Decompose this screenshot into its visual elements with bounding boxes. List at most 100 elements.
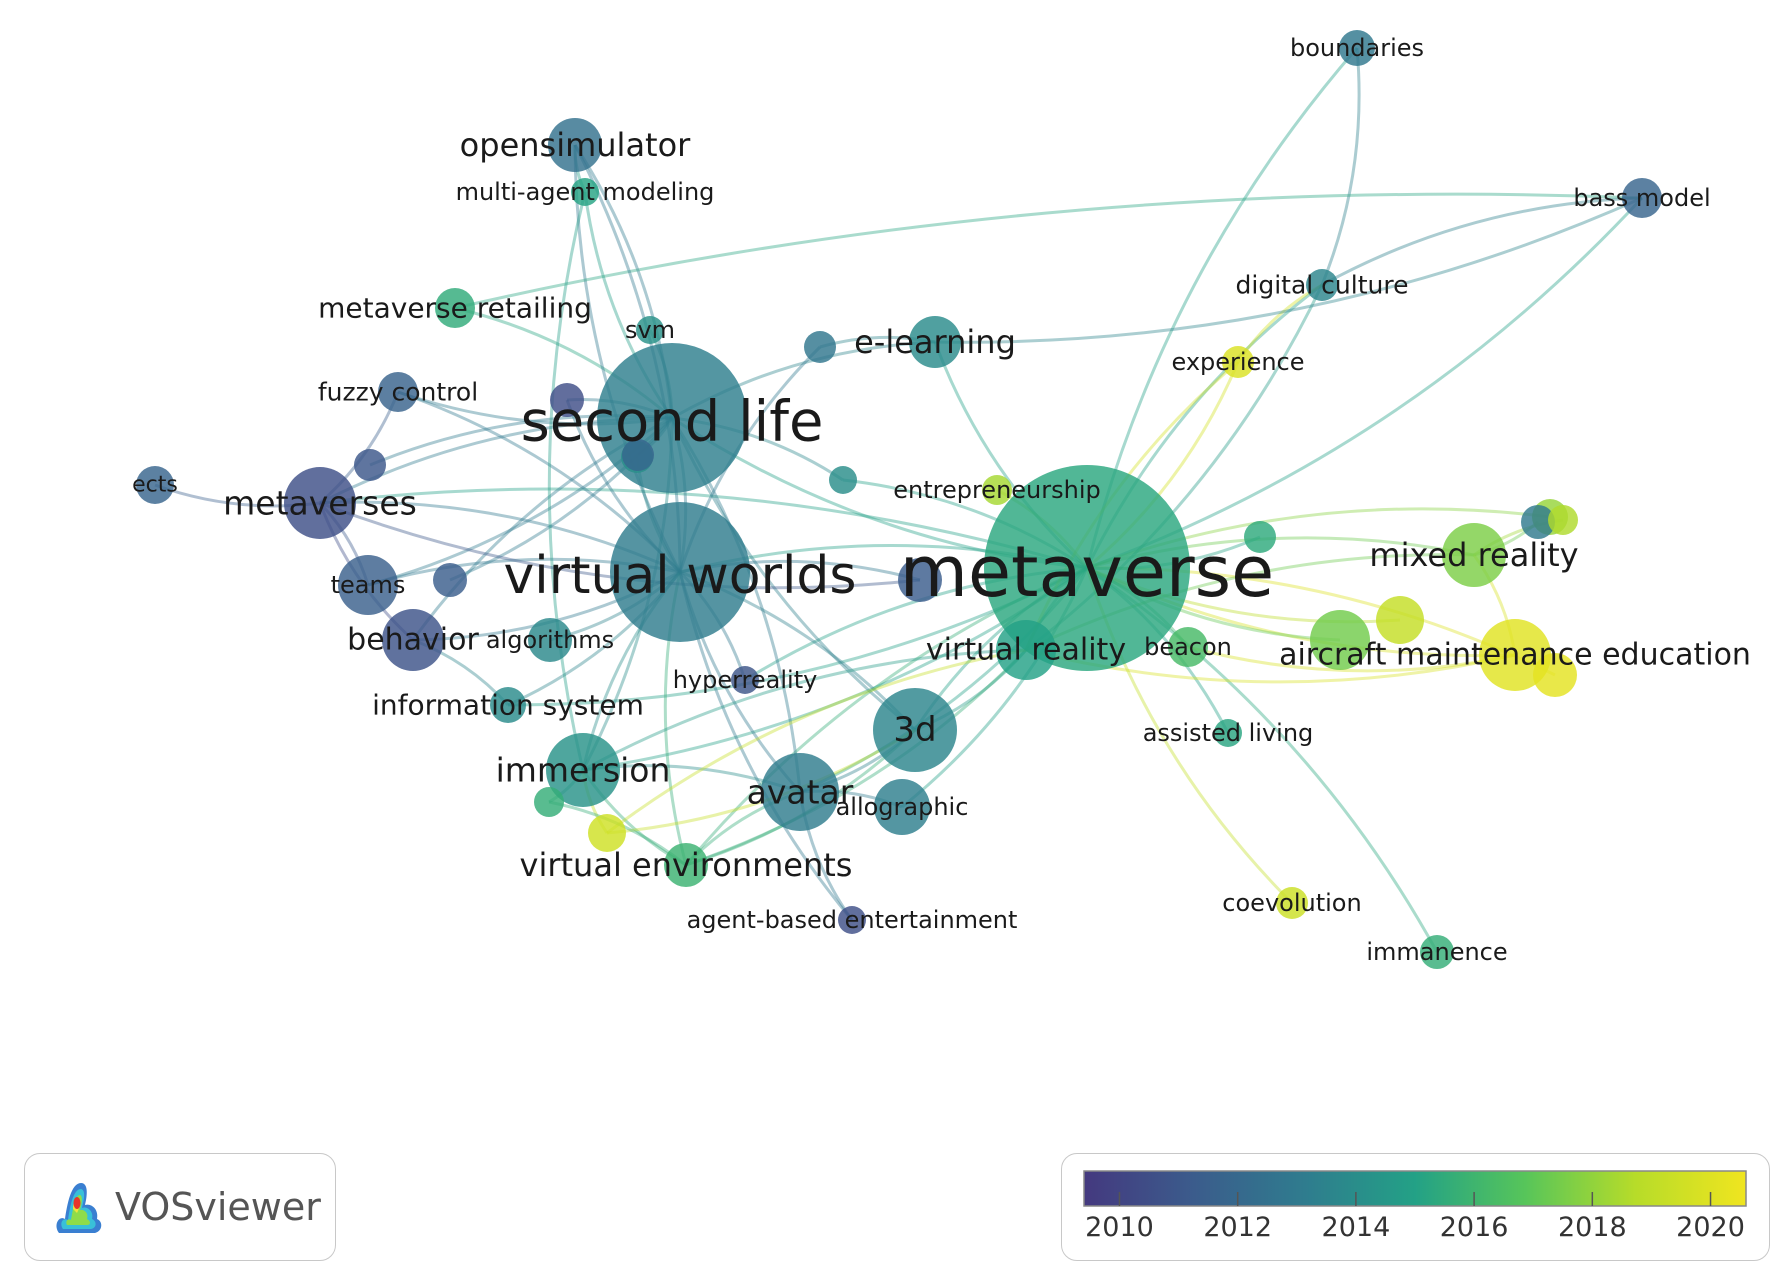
node-u14[interactable] <box>622 439 654 471</box>
label-3d[interactable]: 3d <box>893 710 936 750</box>
label-e_learning[interactable]: e-learning <box>854 323 1016 361</box>
label-coevolution[interactable]: coevolution <box>1222 889 1361 917</box>
node-u9[interactable] <box>1533 653 1577 697</box>
color-scale-legend: 2010 2012 2014 2016 2018 2020 <box>1061 1153 1770 1261</box>
link-beacon-aircraft_maintenance_education <box>1187 645 1516 673</box>
label-behavior[interactable]: behavior <box>347 623 479 658</box>
node-coevolution[interactable] <box>1276 887 1308 919</box>
label-metaverse[interactable]: metaverse <box>900 531 1274 613</box>
label-agent_based_entertainment[interactable]: agent-based entertainment <box>687 906 1018 934</box>
node-fuzzy_control[interactable] <box>378 372 418 412</box>
node-beacon[interactable] <box>1168 627 1208 667</box>
link-bass_model-metaverse_retailing <box>454 192 1643 310</box>
label-second_life[interactable]: second life <box>521 390 824 455</box>
node-svm[interactable] <box>636 316 664 344</box>
color-scale-ticks: 2010 2012 2014 2016 2018 2020 <box>1085 1192 1745 1243</box>
nodes-layer <box>136 30 1662 969</box>
label-boundaries[interactable]: boundaries <box>1290 34 1424 62</box>
label-assisted_living[interactable]: assisted living <box>1143 719 1314 747</box>
label-virtual_worlds[interactable]: virtual worlds <box>503 546 856 606</box>
color-scale-bar <box>1083 1170 1747 1207</box>
node-teams[interactable] <box>338 555 398 615</box>
label-bass_model[interactable]: bass model <box>1573 184 1710 212</box>
node-u8[interactable] <box>1310 610 1370 670</box>
node-digital_culture[interactable] <box>1306 269 1338 301</box>
label-mixed_reality[interactable]: mixed reality <box>1369 536 1578 574</box>
label-experience[interactable]: experience <box>1171 348 1304 376</box>
label-immersion[interactable]: immersion <box>496 751 671 790</box>
link-virtual_reality-immersion <box>582 648 1027 772</box>
node-e_learning[interactable] <box>909 316 961 368</box>
node-mixed_reality[interactable] <box>1442 523 1506 587</box>
node-u4[interactable] <box>1244 521 1276 553</box>
node-u7[interactable] <box>898 558 942 602</box>
node-u15[interactable] <box>534 787 564 817</box>
color-scale-tick-label: 2012 <box>1203 1212 1272 1243</box>
node-u6[interactable] <box>804 331 836 363</box>
vosviewer-logo-icon <box>56 1183 102 1233</box>
label-beacon[interactable]: beacon <box>1144 633 1232 661</box>
label-information_system[interactable]: information system <box>372 689 644 722</box>
node-u17[interactable] <box>1548 505 1578 535</box>
node-ects[interactable] <box>136 466 174 504</box>
node-3d[interactable] <box>873 688 957 772</box>
node-u3[interactable] <box>829 466 857 494</box>
node-agent_based_entertainment[interactable] <box>838 906 866 934</box>
link-u12-virtual_reality <box>606 648 1027 835</box>
color-scale-tick-label: 2010 <box>1085 1212 1154 1243</box>
node-aircraft_maintenance_education[interactable] <box>1479 619 1551 691</box>
node-u12[interactable] <box>588 814 626 852</box>
label-entrepreneurship[interactable]: entrepreneurship <box>893 476 1101 504</box>
label-multi_agent_modeling[interactable]: multi-agent modeling <box>456 178 715 206</box>
node-boundaries[interactable] <box>1339 30 1375 66</box>
node-entrepreneurship[interactable] <box>982 475 1012 505</box>
app-name: VOSviewer <box>115 1185 321 1229</box>
node-allographic[interactable] <box>874 779 930 835</box>
label-svm[interactable]: svm <box>625 316 675 344</box>
node-avatar[interactable] <box>761 753 839 831</box>
node-metaverse_retailing[interactable] <box>435 288 475 328</box>
color-scale-tick-label: 2016 <box>1440 1212 1509 1243</box>
node-u2[interactable] <box>433 563 467 597</box>
node-metaverses[interactable] <box>284 467 356 539</box>
node-immersion[interactable] <box>546 733 620 807</box>
label-fuzzy_control[interactable]: fuzzy control <box>318 378 478 407</box>
label-ects[interactable]: ects <box>132 473 178 498</box>
label-metaverse_retailing[interactable]: metaverse retailing <box>318 292 592 325</box>
node-assisted_living[interactable] <box>1214 719 1242 747</box>
node-behavior[interactable] <box>382 609 444 671</box>
node-u1[interactable] <box>354 449 386 481</box>
node-opensimulator[interactable] <box>548 118 602 172</box>
color-scale: 2010 2012 2014 2016 2018 2020 <box>1083 1170 1747 1243</box>
node-immanence[interactable] <box>1420 935 1454 969</box>
label-aircraft_maintenance_education[interactable]: aircraft maintenance education <box>1279 638 1751 673</box>
link-metaverse-metaverses <box>319 487 1088 570</box>
label-virtual_reality[interactable]: virtual reality <box>926 633 1126 668</box>
node-u13[interactable] <box>550 383 584 417</box>
node-virtual_worlds[interactable] <box>610 502 750 642</box>
node-bass_model[interactable] <box>1622 178 1662 218</box>
label-algorithms[interactable]: algorithms <box>486 626 614 654</box>
label-immanence[interactable]: immanence <box>1366 938 1507 966</box>
node-experience[interactable] <box>1222 346 1254 378</box>
node-multi_agent_modeling[interactable] <box>571 178 599 206</box>
node-virtual_environments[interactable] <box>664 843 708 887</box>
node-information_system[interactable] <box>490 687 526 723</box>
node-virtual_reality[interactable] <box>996 620 1056 680</box>
label-allographic[interactable]: allographic <box>836 793 969 821</box>
link-digital_culture-boundaries <box>1320 47 1361 286</box>
label-metaverses[interactable]: metaverses <box>223 484 417 523</box>
node-metaverse[interactable] <box>984 465 1190 671</box>
label-opensimulator[interactable]: opensimulator <box>460 126 692 164</box>
label-digital_culture[interactable]: digital culture <box>1236 271 1409 300</box>
label-teams[interactable]: teams <box>331 571 406 599</box>
label-virtual_environments[interactable]: virtual environments <box>520 846 853 884</box>
node-hyperreality[interactable] <box>731 666 759 694</box>
label-hyperreality[interactable]: hyperreality <box>673 666 818 694</box>
node-u16[interactable] <box>1521 505 1555 539</box>
color-scale-tick-label: 2018 <box>1558 1212 1627 1243</box>
node-u10[interactable] <box>1376 596 1424 644</box>
label-avatar[interactable]: avatar <box>747 773 854 812</box>
node-algorithms[interactable] <box>528 618 572 662</box>
